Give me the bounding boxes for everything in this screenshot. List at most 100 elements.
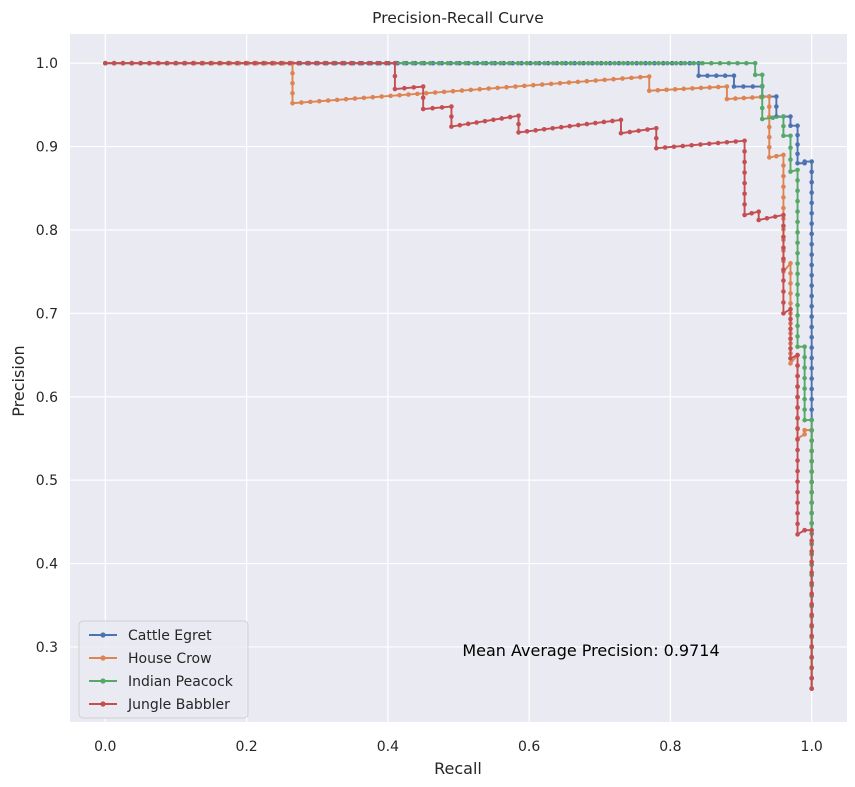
point-jungle-babbler [680, 143, 686, 149]
point-house-crow [767, 155, 772, 160]
point-jungle-babbler [618, 117, 624, 123]
point-indian-peacock [586, 60, 591, 66]
point-house-crow [290, 80, 295, 86]
legend-marker-jungle-babbler [100, 701, 106, 707]
point-cattle-egret [809, 314, 814, 319]
point-jungle-babbler [120, 60, 126, 66]
point-indian-peacock [700, 60, 705, 66]
point-jungle-babbler [190, 60, 196, 66]
point-jungle-babbler [742, 138, 747, 144]
point-indian-peacock [795, 219, 800, 225]
point-house-crow [664, 87, 669, 93]
point-house-crow [788, 301, 793, 306]
point-indian-peacock [603, 60, 609, 66]
point-jungle-babbler [449, 114, 454, 119]
point-jungle-babbler [795, 363, 800, 368]
point-house-crow [707, 85, 712, 90]
point-jungle-babbler [499, 116, 505, 121]
point-jungle-babbler [788, 336, 793, 342]
point-house-crow [530, 82, 536, 88]
point-indian-peacock [759, 105, 765, 111]
point-jungle-babbler [795, 416, 800, 421]
y-tick-label: 0.4 [36, 557, 58, 573]
y-tick-label: 0.5 [36, 473, 58, 489]
point-jungle-babbler [375, 60, 380, 66]
point-jungle-babbler [802, 527, 807, 533]
point-indian-peacock [647, 60, 653, 66]
point-jungle-babbler [491, 117, 496, 123]
point-indian-peacock [717, 60, 723, 66]
point-cattle-egret [809, 241, 814, 247]
point-indian-peacock [802, 407, 807, 412]
point-cattle-egret [731, 84, 737, 89]
point-jungle-babbler [420, 95, 426, 101]
point-jungle-babbler [653, 125, 659, 131]
point-jungle-babbler [155, 60, 161, 66]
point-jungle-babbler [392, 60, 398, 66]
point-jungle-babbler [516, 121, 521, 127]
point-indian-peacock [759, 116, 765, 122]
point-jungle-babbler [627, 129, 633, 135]
point-house-crow [681, 86, 687, 92]
point-indian-peacock [781, 133, 786, 139]
point-jungle-babbler [749, 211, 754, 216]
point-indian-peacock [471, 60, 477, 66]
legend-label-indian-peacock: Indian Peacock [128, 674, 234, 690]
point-house-crow [741, 95, 747, 101]
point-cattle-egret [809, 407, 814, 412]
legend-marker-house-crow [100, 655, 106, 661]
point-house-crow [767, 144, 772, 150]
point-indian-peacock [629, 60, 635, 66]
point-indian-peacock [795, 323, 800, 329]
point-house-crow [290, 90, 295, 96]
point-jungle-babbler [788, 316, 793, 322]
point-jungle-babbler [296, 60, 301, 66]
point-house-crow [655, 87, 661, 93]
point-jungle-babbler [809, 675, 814, 681]
point-house-crow [774, 153, 779, 159]
point-jungle-babbler [671, 144, 677, 150]
point-jungle-babbler [138, 60, 143, 66]
point-jungle-babbler [269, 60, 275, 66]
point-jungle-babbler [742, 170, 747, 175]
point-jungle-babbler [742, 180, 747, 186]
point-jungle-babbler [689, 142, 694, 148]
point-house-crow [788, 271, 793, 276]
point-indian-peacock [795, 250, 800, 256]
y-tick-label: 0.3 [36, 640, 58, 656]
point-house-crow [788, 291, 793, 296]
point-house-crow [441, 89, 447, 95]
point-house-crow [325, 98, 331, 103]
point-cattle-egret [809, 210, 814, 216]
point-cattle-egret [809, 386, 814, 392]
point-house-crow [715, 84, 721, 90]
point-house-crow [450, 88, 456, 94]
point-jungle-babbler [653, 145, 659, 151]
point-indian-peacock [550, 60, 556, 66]
x-tick-label: 1.0 [801, 739, 823, 755]
point-house-crow [522, 83, 527, 89]
point-cattle-egret [795, 132, 800, 138]
point-house-crow [504, 84, 509, 90]
point-jungle-babbler [645, 127, 650, 132]
point-cattle-egret [809, 231, 814, 237]
point-indian-peacock [781, 123, 786, 129]
point-jungle-babbler [756, 217, 761, 223]
point-jungle-babbler [795, 373, 800, 379]
point-house-crow [352, 96, 358, 101]
point-cattle-egret [795, 142, 800, 147]
point-jungle-babbler [809, 665, 814, 670]
point-cattle-egret [809, 200, 814, 206]
point-house-crow [388, 93, 393, 99]
point-house-crow [290, 100, 295, 106]
point-indian-peacock [809, 459, 814, 464]
point-indian-peacock [788, 169, 793, 174]
point-house-crow [646, 74, 652, 79]
point-indian-peacock [612, 60, 617, 66]
point-jungle-babbler [742, 191, 747, 197]
point-indian-peacock [744, 60, 749, 66]
point-indian-peacock [506, 60, 512, 66]
point-cattle-egret [802, 159, 807, 164]
point-house-crow [334, 97, 340, 103]
point-jungle-babbler [584, 121, 590, 127]
